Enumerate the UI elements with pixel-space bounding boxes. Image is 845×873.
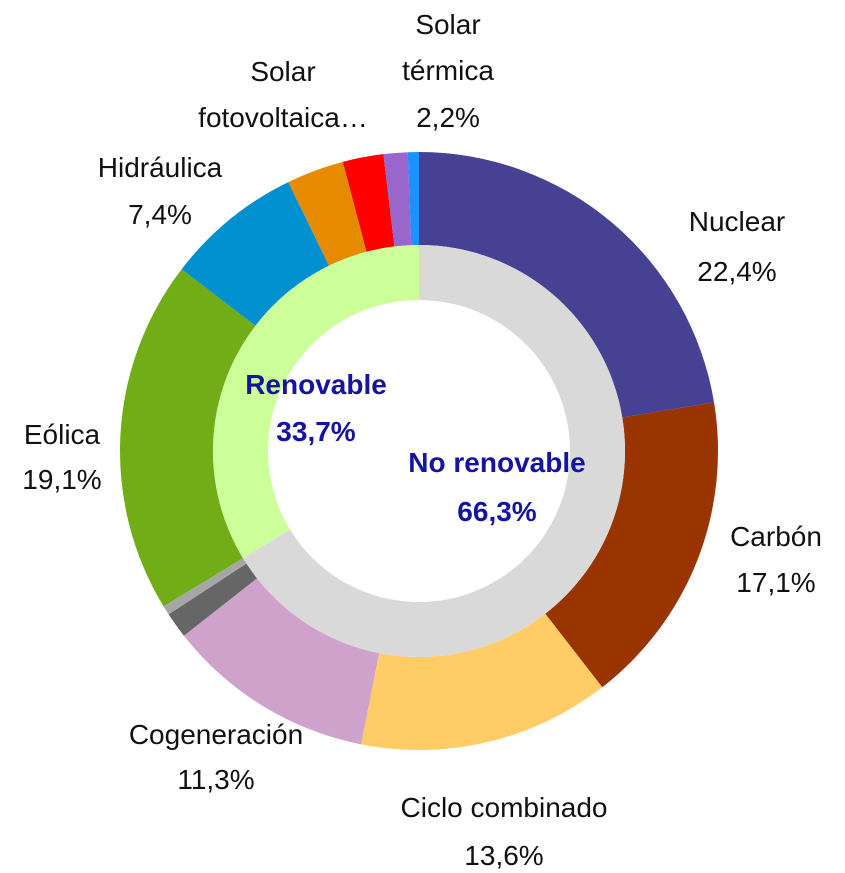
donut-segment [545, 402, 718, 688]
segment-label: Nuclear [688, 206, 786, 237]
donut-segment [342, 154, 395, 252]
segment-value-label: 7,4% [128, 199, 192, 230]
donut-segment [212, 245, 419, 559]
donut-segment [419, 152, 715, 418]
segment-value-label: 17,1% [736, 567, 816, 598]
segment-value-label: 2,2% [416, 102, 480, 133]
segment-label: Ciclo combinado [400, 792, 608, 823]
inner-value-label: 66,3% [457, 496, 537, 527]
donut-segment [407, 152, 419, 246]
segment-label: Cogeneración [128, 719, 304, 750]
inner-label: Renovable [245, 369, 387, 400]
donut-segment [383, 152, 412, 247]
segment-value-label: 11,3% [177, 764, 255, 795]
segment-label: Hidráulica [97, 152, 223, 183]
segment-label: Eólica [23, 419, 101, 450]
segment-value-label: 13,6% [464, 840, 544, 871]
donut-segment [183, 578, 380, 745]
segment-label: Solar térmica [402, 9, 494, 86]
donut-segment [361, 613, 603, 750]
donut-segment [243, 245, 625, 658]
segment-value-label: 19,1% [22, 464, 102, 495]
donut-segment [119, 269, 256, 607]
inner-label: No renovable [408, 447, 586, 478]
inner-value-label: 33,7% [276, 416, 356, 447]
segment-label: Solar fotovoltaica… [198, 56, 368, 133]
donut-segment [288, 161, 367, 266]
donut-segment [181, 182, 329, 326]
segment-label: Carbón [730, 521, 822, 552]
donut-segment [168, 563, 258, 636]
segment-value-label: 22,4% [697, 256, 777, 287]
donut-segment [163, 558, 247, 615]
